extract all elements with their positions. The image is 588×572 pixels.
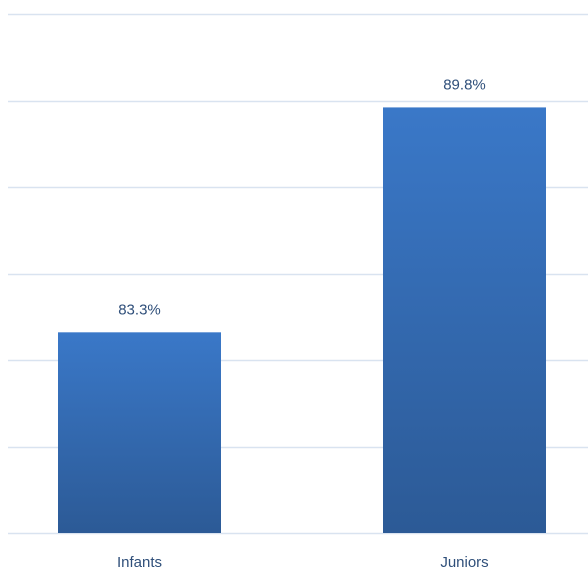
x-tick-label-infants: Infants xyxy=(117,554,162,571)
x-axis-tick-labels: Infants Juniors xyxy=(117,554,489,571)
x-tick-label-juniors: Juniors xyxy=(440,554,488,571)
bar-infants xyxy=(58,332,221,533)
bar-juniors xyxy=(383,107,546,534)
data-label-juniors: 89.8% xyxy=(443,76,486,93)
data-labels: 83.3% 89.8% xyxy=(118,76,486,318)
bars xyxy=(58,107,546,534)
data-label-infants: 83.3% xyxy=(118,301,161,318)
